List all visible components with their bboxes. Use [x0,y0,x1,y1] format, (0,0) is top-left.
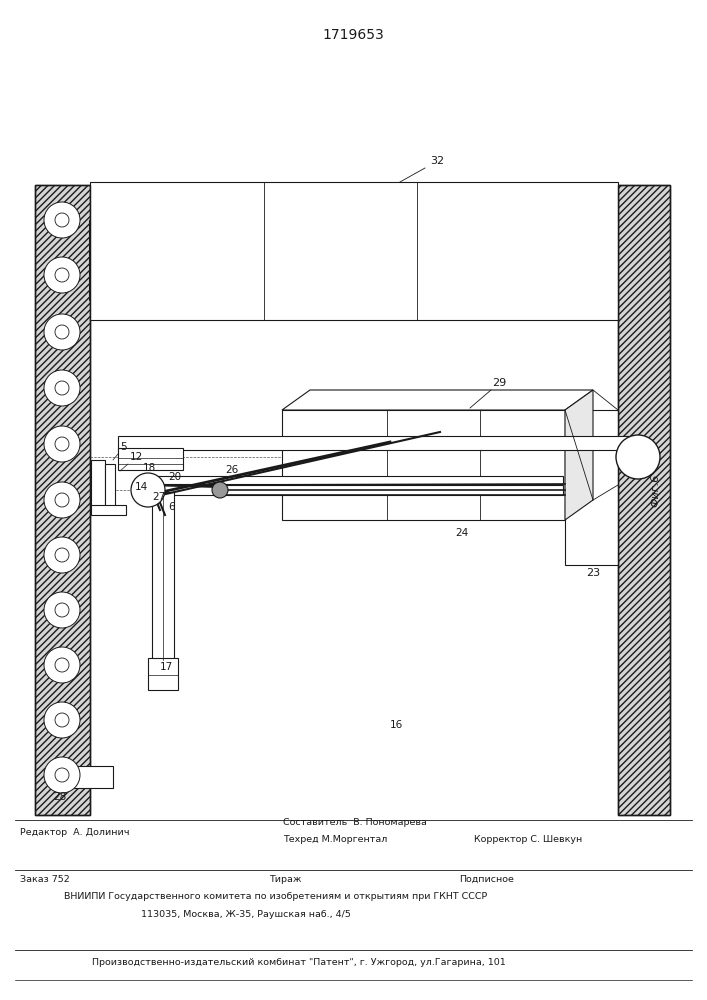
Text: 29: 29 [492,378,506,388]
Circle shape [55,325,69,339]
Circle shape [131,473,165,507]
Text: 17: 17 [160,662,173,672]
Circle shape [44,537,80,573]
Bar [152,492,174,660]
Bar [565,410,618,565]
Text: 5: 5 [120,442,127,452]
Bar [91,460,105,510]
Text: 20: 20 [168,472,181,482]
Circle shape [616,435,660,479]
Circle shape [55,493,69,507]
Bar [53,766,113,788]
Circle shape [44,592,80,628]
Circle shape [44,202,80,238]
Circle shape [55,658,69,672]
Text: 16: 16 [390,720,403,730]
Bar [618,185,670,815]
Text: 27: 27 [152,492,165,502]
Text: Составитель  В. Пономарева: Составитель В. Пономарева [283,818,427,827]
Text: Фиг.6: Фиг.6 [650,473,660,507]
Circle shape [44,647,80,683]
Polygon shape [565,390,593,520]
Bar [618,185,670,815]
Text: 12: 12 [130,452,144,462]
Text: Редактор  А. Долинич: Редактор А. Долинич [20,828,129,837]
Bar [118,448,183,470]
Circle shape [212,482,228,498]
Circle shape [55,437,69,451]
Circle shape [44,257,80,293]
Bar [105,464,115,506]
Circle shape [55,768,69,782]
Bar [89,220,114,300]
Polygon shape [282,390,593,410]
Text: Заказ 752: Заказ 752 [20,875,70,884]
Text: 24: 24 [455,528,468,538]
Text: 32: 32 [430,156,444,166]
Circle shape [44,702,80,738]
Text: 23: 23 [586,568,600,578]
Text: 18: 18 [143,463,156,473]
Text: 26: 26 [225,465,238,475]
Bar [35,185,90,815]
Text: ВНИИПИ Государственного комитета по изобретениям и открытиям при ГКНТ СССР: ВНИИПИ Государственного комитета по изоб… [64,892,487,901]
Text: Производственно-издательский комбинат "Патент", г. Ужгород, ул.Гагарина, 101: Производственно-издательский комбинат "П… [92,958,506,967]
Circle shape [55,381,69,395]
Text: Тираж: Тираж [269,875,301,884]
Bar [148,476,563,484]
Bar [118,436,638,450]
Bar [148,485,563,495]
Circle shape [44,314,80,350]
Text: 6: 6 [168,502,175,512]
Circle shape [44,482,80,518]
Circle shape [55,603,69,617]
Circle shape [44,757,80,793]
Bar [35,185,90,815]
Bar [91,505,126,515]
Circle shape [55,713,69,727]
Circle shape [44,370,80,406]
Circle shape [55,213,69,227]
Circle shape [44,426,80,462]
Text: 1719653: 1719653 [322,28,385,42]
Circle shape [55,548,69,562]
Text: Подписное: Подписное [460,875,515,884]
Text: Техред М.Моргентал: Техред М.Моргентал [283,835,387,844]
Bar [148,658,178,690]
Bar [90,182,618,320]
Text: 14: 14 [135,482,148,492]
Text: 28: 28 [53,792,66,802]
Bar [282,410,565,520]
Text: 113035, Москва, Ж-35, Раушская наб., 4/5: 113035, Москва, Ж-35, Раушская наб., 4/5 [141,910,351,919]
Circle shape [55,268,69,282]
Text: Корректор С. Шевкун: Корректор С. Шевкун [474,835,582,844]
